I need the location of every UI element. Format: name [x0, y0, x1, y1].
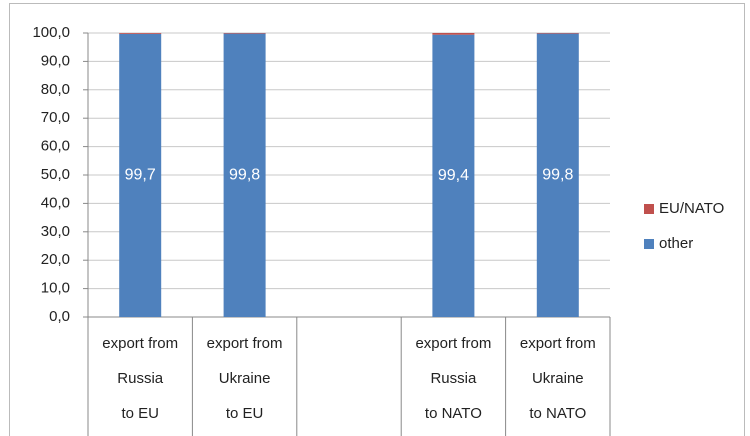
value-label: 99,8 — [542, 167, 573, 184]
y-tick-label: 80,0 — [41, 81, 70, 98]
y-tick-label: 20,0 — [41, 251, 70, 268]
x-tick-label: export from — [207, 335, 283, 352]
value-label: 99,4 — [438, 167, 469, 184]
bar-segment — [536, 33, 579, 318]
x-tick-label: to EU — [121, 405, 159, 422]
bar-segment — [119, 33, 162, 318]
y-tick-label: 60,0 — [41, 138, 70, 155]
legend-label: EU/NATO — [659, 200, 724, 217]
legend-swatch — [644, 204, 654, 214]
y-tick-label: 40,0 — [41, 194, 70, 211]
y-tick-label: 10,0 — [41, 280, 70, 297]
x-tick-label: to EU — [226, 405, 264, 422]
x-tick-label: to NATO — [425, 405, 482, 422]
y-tick-label: 30,0 — [41, 223, 70, 240]
x-tick-label: export from — [415, 335, 491, 352]
x-tick-label: Russia — [430, 370, 477, 387]
bar-segment — [223, 33, 266, 34]
bar-segment — [432, 34, 475, 317]
x-tick-label: export from — [520, 335, 596, 352]
bar-segment — [432, 33, 475, 35]
x-tick-label: export from — [102, 335, 178, 352]
x-tick-label: to NATO — [529, 405, 586, 422]
value-label: 99,7 — [125, 167, 156, 184]
y-tick-label: 100,0 — [32, 24, 70, 41]
y-tick-label: 0,0 — [49, 308, 70, 325]
y-tick-label: 90,0 — [41, 52, 70, 69]
chart-border — [9, 3, 745, 436]
legend-label: other — [659, 235, 693, 252]
bar-segment — [536, 33, 579, 34]
y-tick-label: 50,0 — [41, 166, 70, 183]
bar-segment — [119, 33, 162, 34]
bar-segment — [223, 33, 266, 318]
y-tick-label: 70,0 — [41, 109, 70, 126]
legend-swatch — [644, 239, 654, 249]
x-tick-label: Ukraine — [219, 370, 271, 387]
x-tick-label: Russia — [117, 370, 164, 387]
x-tick-label: Ukraine — [532, 370, 584, 387]
value-label: 99,8 — [229, 167, 260, 184]
